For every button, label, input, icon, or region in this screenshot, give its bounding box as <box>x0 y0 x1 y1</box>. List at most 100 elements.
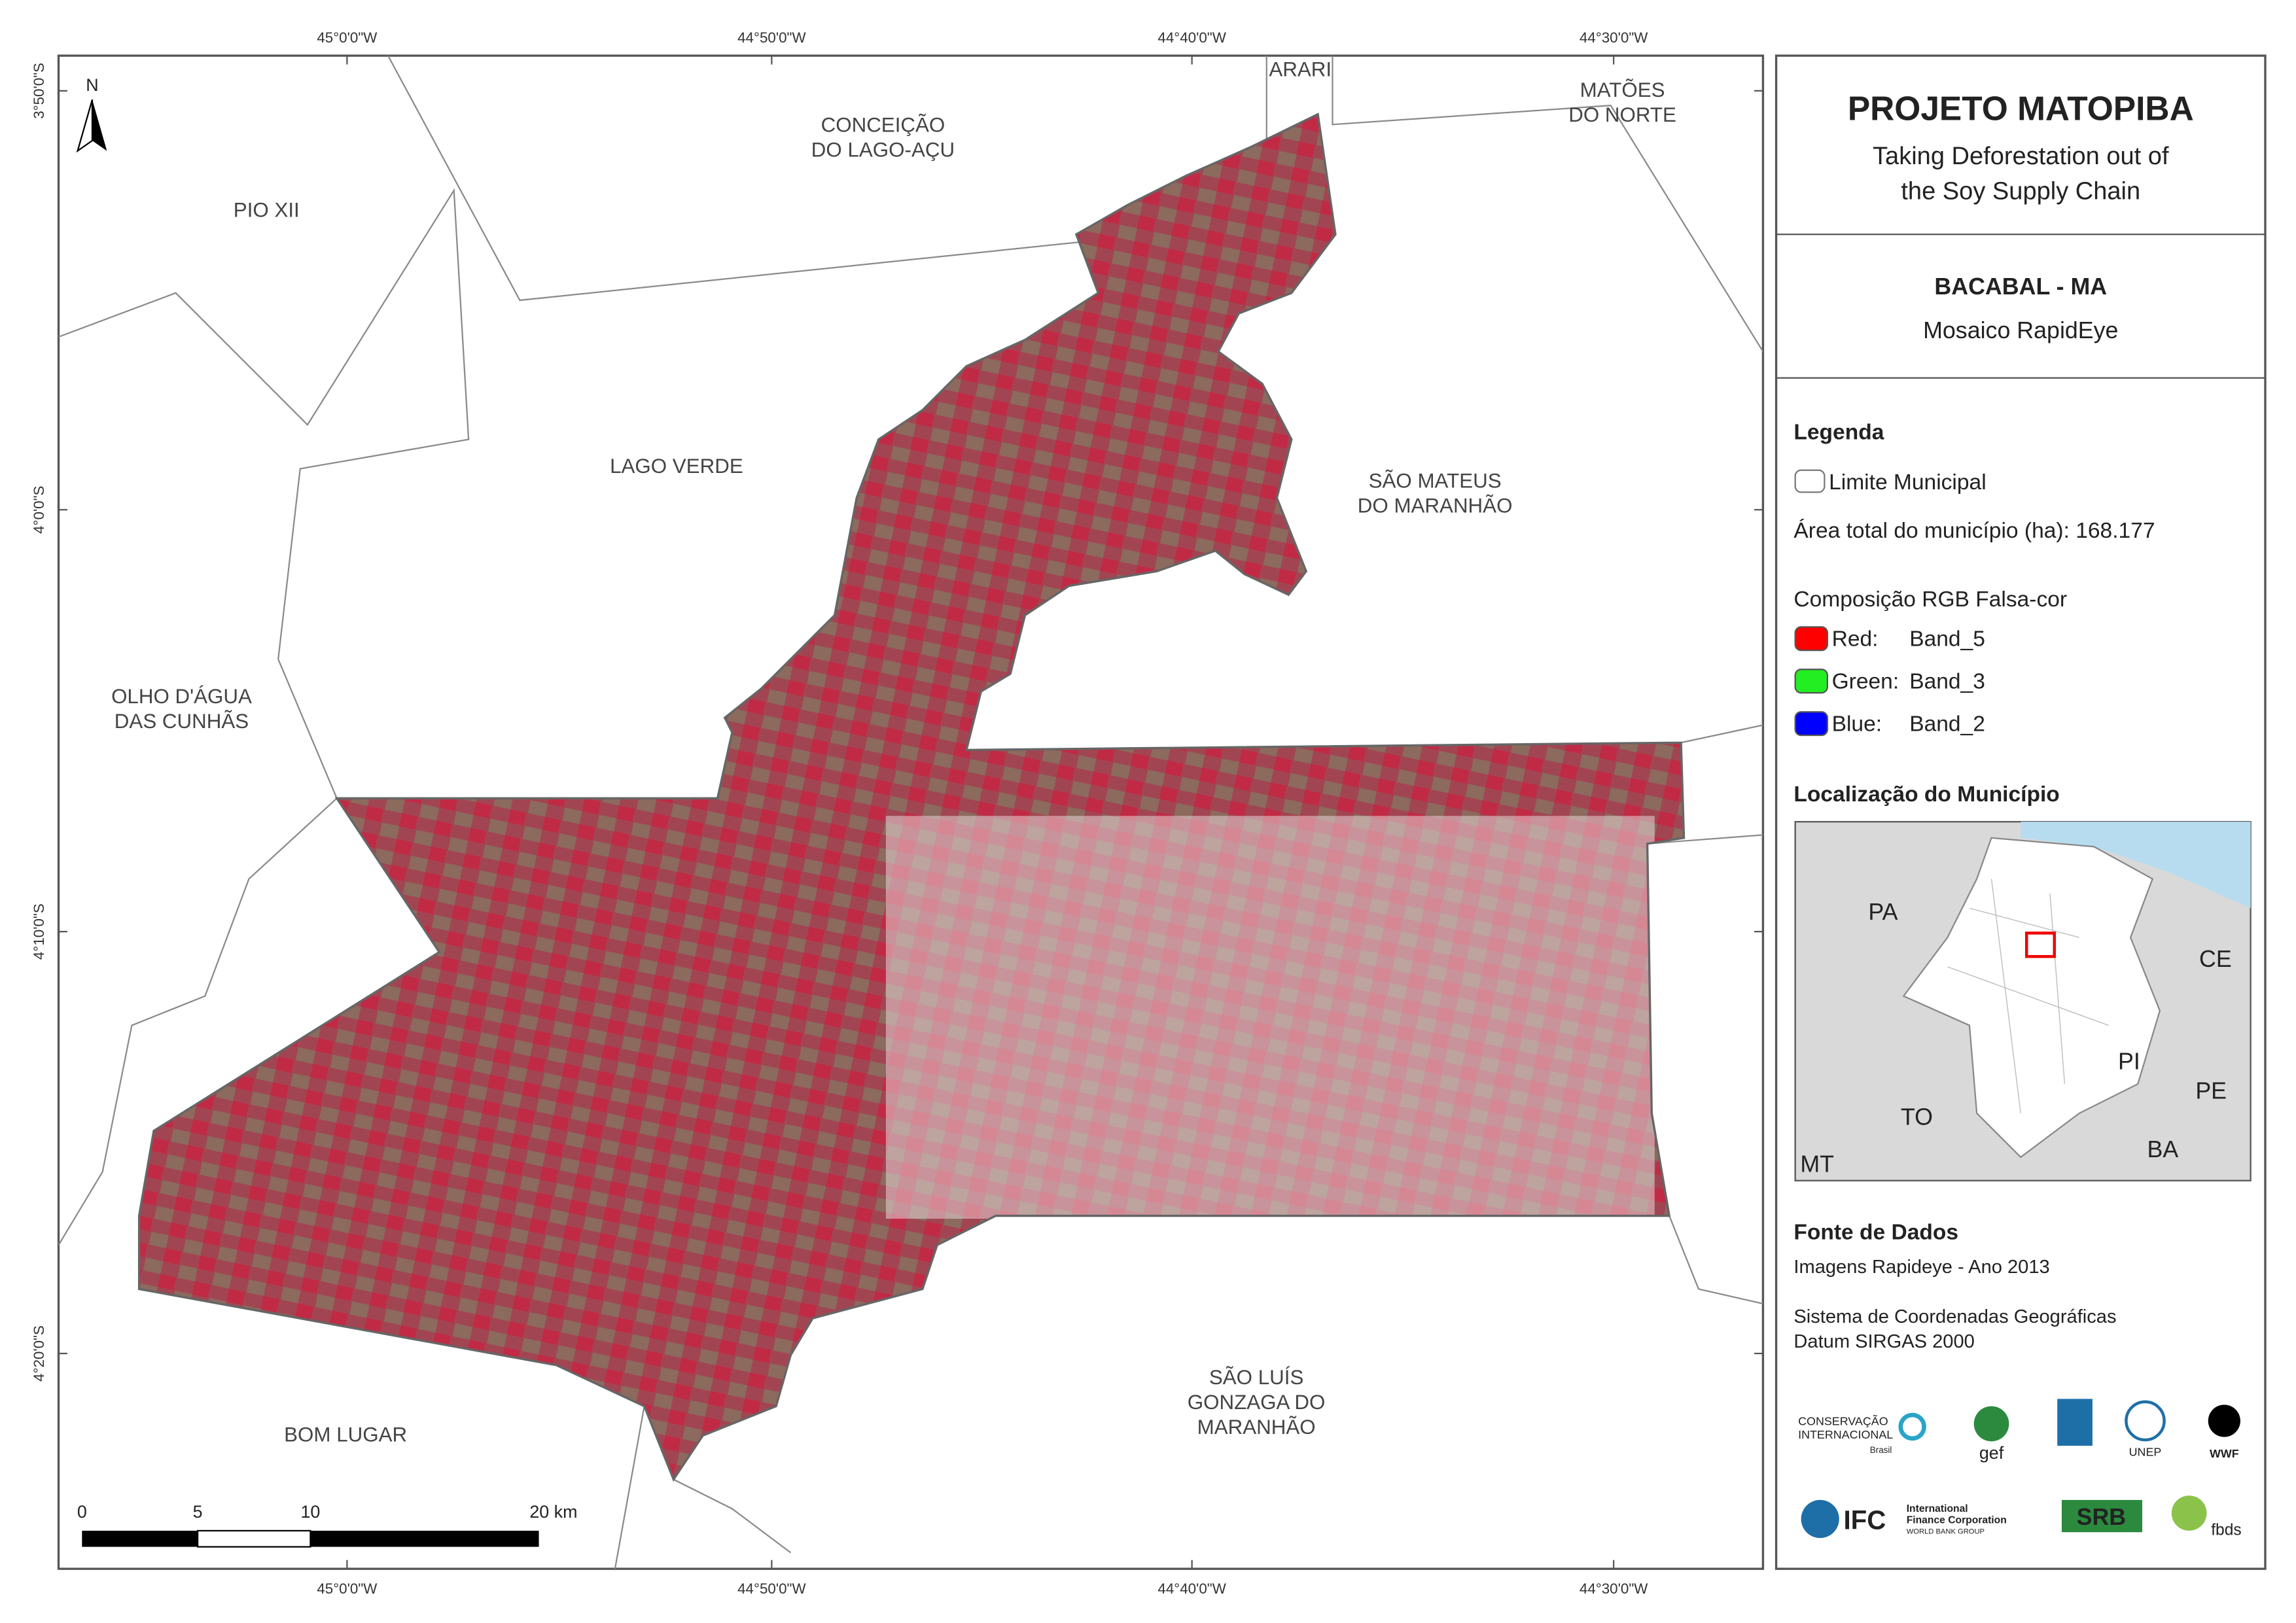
state-label: TO <box>1901 1104 1933 1130</box>
logo-text: Finance Corporation <box>1907 1515 2007 1526</box>
legend-label: Limite Municipal <box>1829 470 1987 495</box>
band-name: Band_3 <box>1909 669 1985 693</box>
location-title: Localização do Município <box>1793 782 2059 807</box>
place-label: DO NORTE <box>1568 103 1676 126</box>
logo-mark <box>1801 1499 1839 1539</box>
sources-line: Imagens Rapideye - Ano 2013 <box>1793 1257 2049 1278</box>
logo-mark <box>2057 1399 2093 1446</box>
band-channel: Green: <box>1832 669 1899 693</box>
scale-segment <box>196 1529 311 1548</box>
band-legend: Red: Band_5 Green: Band_3 Blue: Band_2 <box>1794 626 1985 737</box>
band-swatch <box>1794 669 1828 694</box>
logo-text: gef <box>1979 1443 2004 1463</box>
inset-location <box>2024 932 2056 958</box>
band-swatch <box>1794 711 1828 737</box>
state-label: MT <box>1800 1151 1834 1177</box>
logo-text: International <box>1907 1503 1968 1514</box>
place-label: MATÕES <box>1580 79 1665 101</box>
logo-text: SRB <box>2077 1504 2127 1530</box>
boundary-line <box>1647 834 1763 845</box>
logo-text: Brasil <box>1870 1445 1892 1455</box>
boundary-line <box>58 188 470 799</box>
logo-mark <box>1898 1412 1926 1441</box>
boundary-line <box>1669 1215 1763 1304</box>
longitude-label: 44°40'0"W <box>1157 29 1226 46</box>
product: Mosaico RapidEye <box>1923 317 2118 343</box>
state-label: BA <box>2147 1136 2178 1162</box>
place-label: DO LAGO-AÇU <box>811 139 955 162</box>
logo-mark <box>2061 1499 2143 1533</box>
boundaries <box>58 56 1763 1569</box>
inset-sea <box>2021 822 2251 909</box>
total-area: Área total do município (ha): 168.177 <box>1793 519 2155 543</box>
longitude-label: 44°50'0"W <box>737 1580 806 1597</box>
place-label: CONCEIÇÃO <box>821 114 945 137</box>
band-channel: Red: <box>1832 627 1879 651</box>
location-inset: PA CE PI PE TO BA MT <box>1794 821 2252 1181</box>
logos: CONSERVAÇÃO INTERNACIONAL Brasil gef UNE… <box>1798 1399 2242 1539</box>
boundary-line <box>614 1406 645 1569</box>
panel-border <box>1775 54 2267 1570</box>
scale-segment <box>310 1530 539 1547</box>
north-label: N <box>86 75 98 95</box>
area-name: BACABAL - MA <box>1934 273 2107 300</box>
band-name: Band_5 <box>1909 627 1985 651</box>
state-labels: PA CE PI PE TO BA MT <box>1800 899 2231 1177</box>
logo-text: INTERNACIONAL <box>1798 1428 1893 1441</box>
place-label: GONZAGA DO <box>1188 1391 1326 1414</box>
latitude-label: 4°10'0"S <box>31 903 47 960</box>
logo-text: UNEP <box>2129 1446 2162 1459</box>
logo-text: WWF <box>2210 1447 2239 1460</box>
mosaic-tile <box>885 816 1655 1219</box>
place-label: SÃO LUÍS <box>1209 1366 1303 1389</box>
state-label: PI <box>2118 1049 2140 1075</box>
scale-label: 0 <box>77 1502 87 1522</box>
longitude-label: 45°0'0"W <box>317 29 378 46</box>
place-label: PIO XII <box>234 198 300 221</box>
north-arrow: N <box>76 75 107 153</box>
scale-bar: 0 5 10 20 km <box>77 1502 577 1548</box>
scale-label: 5 <box>193 1502 203 1522</box>
latitude-label: 3°50'0"S <box>31 63 47 119</box>
scale-label: 20 km <box>529 1502 577 1522</box>
place-label: DO MARANHÃO <box>1358 495 1513 517</box>
logo-text: WORLD BANK GROUP <box>1907 1527 1985 1535</box>
place-label: ARARI <box>1269 58 1332 80</box>
state-label: PE <box>2195 1077 2227 1104</box>
longitude-label: 45°0'0"W <box>317 1580 378 1597</box>
boundary-line <box>58 797 338 1246</box>
place-label: DAS CUNHÃS <box>115 710 249 733</box>
band-swatch <box>1794 626 1828 652</box>
longitude-label: 44°40'0"W <box>1157 1580 1226 1597</box>
place-label: SÃO MATEUS <box>1369 470 1502 493</box>
sources-title: Fonte de Dados <box>1793 1220 1958 1244</box>
logo-mark <box>2125 1400 2166 1442</box>
sources-line: Datum SIRGAS 2000 <box>1793 1331 1974 1352</box>
place-label: BOM LUGAR <box>284 1423 407 1446</box>
latitude-label: 4°0'0"S <box>31 486 47 534</box>
sources-line: Sistema de Coordenadas Geográficas <box>1793 1306 2116 1327</box>
logo-mark <box>1973 1406 2009 1442</box>
state-label: CE <box>2199 946 2232 972</box>
place-label: OLHO D'ÁGUA <box>111 685 252 708</box>
longitude-label: 44°30'0"W <box>1580 29 1648 46</box>
legend-title: Legenda <box>1793 421 1884 445</box>
logo-text: CONSERVAÇÃO <box>1798 1414 1888 1428</box>
place-label: LAGO VERDE <box>610 455 743 478</box>
inset-municipalities <box>1947 879 2109 1113</box>
latitude-label: 4°20'0"S <box>31 1325 47 1382</box>
side-panel: PROJETO MATOPIBA Taking Deforestation ou… <box>1775 54 2267 1570</box>
subtitle: Taking Deforestation out of <box>1873 143 2169 170</box>
band-channel: Blue: <box>1832 712 1882 736</box>
scale-label: 10 <box>300 1502 320 1522</box>
boundary-line <box>1332 56 1763 352</box>
composition: Composição RGB Falsa-cor <box>1793 587 2067 612</box>
place-label: MARANHÃO <box>1197 1416 1316 1439</box>
longitude-label: 44°30'0"W <box>1580 1580 1648 1597</box>
band-name: Band_2 <box>1909 712 1985 736</box>
